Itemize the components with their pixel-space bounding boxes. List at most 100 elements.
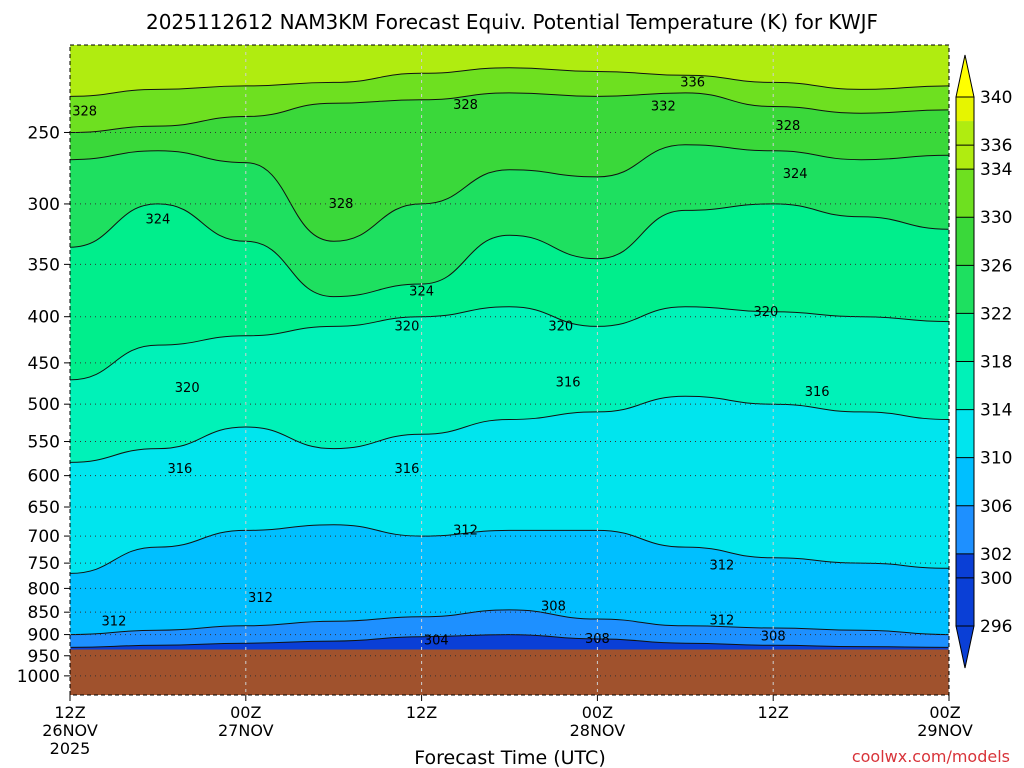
colorbar-label: 306 <box>980 497 1012 517</box>
contour-label: 328 <box>453 98 478 113</box>
contour-304 <box>70 634 949 648</box>
colorbar-segment <box>956 97 974 122</box>
contour-label: 312 <box>710 613 735 628</box>
contour-312 <box>70 524 949 574</box>
colorbar-label: 322 <box>980 304 1012 324</box>
colorbar-segment <box>956 169 974 218</box>
contour-328 <box>70 144 949 242</box>
contour-label: 332 <box>651 100 676 115</box>
y-tick-label: 300 <box>28 195 60 215</box>
colorbar-label: 300 <box>980 569 1012 589</box>
y-tick-label: 850 <box>28 603 60 623</box>
contour-label: 312 <box>248 591 273 606</box>
y-tick-label: 500 <box>28 395 60 415</box>
colorbar: 340 336 334 330 326 322 318 314 310 306 302 300 296 <box>955 54 1012 669</box>
colorbar-segment <box>956 217 974 266</box>
colorbar-segment <box>956 265 974 314</box>
contour-label: 320 <box>175 381 200 396</box>
y-tick-label: 650 <box>28 498 60 518</box>
x-tick-year: 2025 <box>50 739 91 758</box>
contour-label: 324 <box>409 284 434 299</box>
colorbar-label: 314 <box>980 401 1012 421</box>
contour-label: 324 <box>145 212 170 227</box>
x-tick-date: 26NOV <box>42 721 98 740</box>
contour-label: 324 <box>783 167 808 182</box>
contour-label: 316 <box>805 385 830 400</box>
colorbar-segment <box>956 505 974 554</box>
y-axis: 250 300 350 400 450 500 550 600 650 700 750 800 850 9… <box>17 123 70 687</box>
colorbar-label: 310 <box>980 449 1012 469</box>
contour-308 <box>70 609 949 636</box>
y-tick-label: 550 <box>28 433 60 453</box>
y-tick-label: 750 <box>28 554 60 574</box>
colorbar-label: 296 <box>980 617 1012 637</box>
colorbar-label: 326 <box>980 256 1012 276</box>
colorbar-segment <box>956 361 974 410</box>
contour-label: 316 <box>395 462 420 477</box>
contour-332 <box>70 92 949 133</box>
contour-label: 328 <box>775 119 800 134</box>
contour-316 <box>70 395 949 463</box>
contour-label: 316 <box>167 462 192 477</box>
plot-frame <box>69 44 950 696</box>
contour-labels: 336 332 328 328 328 328 324 324 324 320 320 320 320 3… <box>72 75 829 648</box>
contour-label: 320 <box>753 305 778 320</box>
y-tick-label: 350 <box>28 255 60 275</box>
contour-label: 312 <box>453 523 478 538</box>
contour-label: 328 <box>329 197 354 212</box>
x-tick-label: 12Z <box>758 703 789 722</box>
x-tick-label: 12Z <box>406 703 437 722</box>
y-tick-label: 900 <box>28 626 60 646</box>
colorbar-label: 334 <box>980 160 1012 180</box>
y-tick-label: 600 <box>28 467 60 487</box>
chart-title: 2025112612 NAM3KM Forecast Equiv. Potent… <box>146 10 878 34</box>
contour-label: 304 <box>424 634 449 649</box>
colorbar-max-arrow <box>955 54 975 98</box>
x-axis-label: Forecast Time (UTC) <box>414 747 605 768</box>
credit-text: coolwx.com/models <box>852 747 1010 766</box>
colorbar-segment <box>956 313 974 362</box>
contour-label: 320 <box>395 319 420 334</box>
x-tick-date: 28NOV <box>570 721 626 740</box>
contour-lines <box>70 67 949 648</box>
y-tick-label: 800 <box>28 579 60 599</box>
colorbar-segment <box>956 409 974 458</box>
y-tick-label: 450 <box>28 354 60 374</box>
y-tick-label: 950 <box>28 647 60 667</box>
contour-label: 308 <box>585 632 610 647</box>
theta-e-fill <box>70 45 949 695</box>
y-tick-label: 1000 <box>17 667 60 687</box>
x-tick-label: 00Z <box>230 703 261 722</box>
ground-below-surface <box>70 649 949 695</box>
colorbar-label: 336 <box>980 136 1012 156</box>
x-tick-date: 29NOV <box>917 721 973 740</box>
colorbar-label: 318 <box>980 353 1012 373</box>
y-tick-label: 400 <box>28 308 60 328</box>
colorbar-label: 302 <box>980 545 1012 565</box>
y-tick-label: 250 <box>28 123 60 143</box>
contour-label: 336 <box>680 75 705 90</box>
contour-label: 316 <box>556 375 581 390</box>
contour-324 <box>70 203 949 298</box>
contour-label: 312 <box>710 559 735 574</box>
contour-label: 312 <box>102 614 127 629</box>
contour-320 <box>70 306 949 381</box>
contour-336 <box>70 67 949 97</box>
x-tick-label: 12Z <box>54 703 85 722</box>
colorbar-label: 330 <box>980 208 1012 228</box>
x-tick-label: 00Z <box>582 703 613 722</box>
x-tick-date: 27NOV <box>218 721 274 740</box>
contour-label: 308 <box>761 630 786 645</box>
contour-label: 328 <box>72 105 97 120</box>
contour-label: 308 <box>541 600 566 615</box>
colorbar-segment <box>956 553 974 626</box>
colorbar-min-arrow <box>955 625 975 669</box>
y-tick-label: 700 <box>28 527 60 547</box>
colorbar-label: 340 <box>980 88 1012 108</box>
grid-lines <box>70 45 949 695</box>
plot-area: 336 332 328 328 328 328 324 324 324 320 320 320 320 3… <box>70 45 949 695</box>
x-tick-label: 00Z <box>929 703 960 722</box>
contour-label: 320 <box>548 319 573 334</box>
